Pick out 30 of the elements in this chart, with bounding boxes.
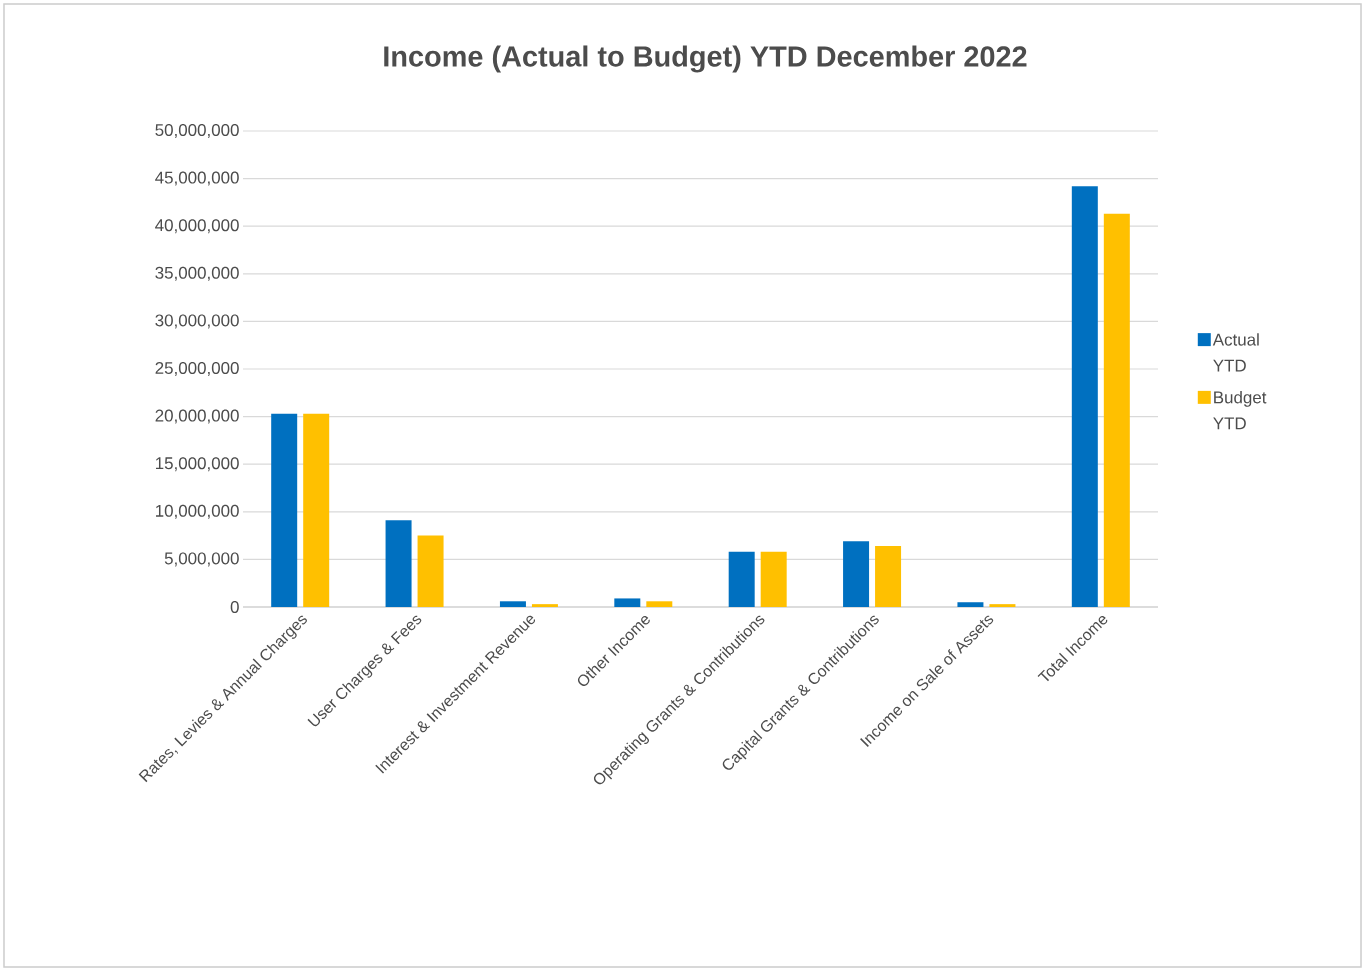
y-tick-label: 45,000,000 — [155, 171, 239, 186]
y-tick-label: 15,000,000 — [156, 457, 239, 472]
bar — [646, 601, 673, 607]
bar — [1071, 186, 1098, 607]
bar — [499, 601, 526, 607]
bar — [957, 602, 984, 607]
y-tick-label: 0 — [230, 601, 239, 613]
y-tick-label: 5,000,000 — [164, 552, 239, 567]
bar — [843, 541, 870, 607]
y-tick-label: 20,000,000 — [155, 409, 239, 424]
legend-label: Budget YTD — [1213, 391, 1267, 430]
y-tick-label: 25,000,000 — [155, 362, 239, 376]
bar — [875, 546, 902, 607]
bar — [385, 520, 412, 607]
bar — [303, 413, 330, 607]
bar — [531, 604, 558, 607]
legend-label: Actual YTD — [1212, 333, 1259, 372]
bar — [271, 413, 298, 607]
y-tick-label: 35,000,000 — [155, 266, 239, 281]
y-tick-label: 40,000,000 — [155, 219, 239, 234]
bar — [989, 604, 1016, 607]
y-tick-label: 50,000,000 — [155, 123, 239, 138]
y-tick-label: 30,000,000 — [155, 314, 239, 329]
bar — [417, 535, 444, 607]
bar — [728, 551, 755, 607]
y-tick-label: 10,000,000 — [156, 504, 239, 519]
bar — [760, 551, 787, 607]
chart-title: Income (Actual to Budget) YTD December 2022 — [384, 45, 1027, 73]
bar — [1103, 213, 1130, 607]
bar — [614, 598, 641, 607]
